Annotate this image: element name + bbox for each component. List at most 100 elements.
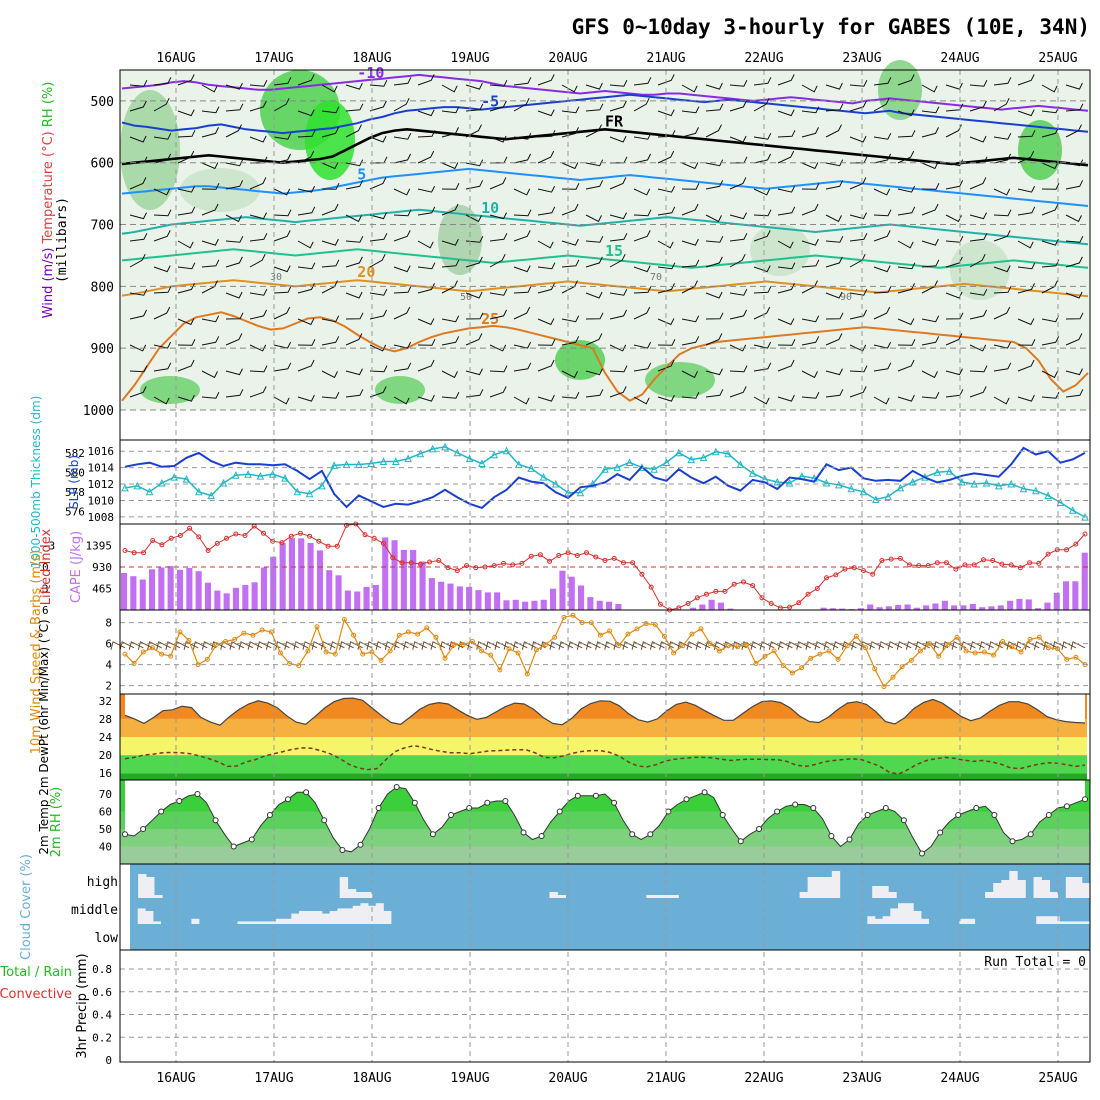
wind-barb [201,370,218,379]
cloud-cell [985,892,994,898]
thickness-point [576,488,585,497]
slp-line [124,446,1086,510]
cape-tick-label: 930 [92,561,112,574]
wind-barb [129,253,146,268]
rh-point [140,826,147,832]
rh-point [792,801,799,808]
wind-barb [537,394,555,402]
temp-tick-label: 20 [99,749,112,762]
rh-point [158,808,165,815]
wind-speed-point [323,649,329,655]
wind-barb [777,74,795,86]
rh-point [411,799,418,806]
wind-barb [393,230,411,242]
wind-speed-point [936,653,942,659]
precip-convective-label: Convective [0,987,72,1002]
wind-speed-point [835,656,841,662]
wind-barb [393,209,412,217]
wind-barb [921,106,940,114]
wind-barb [969,344,987,352]
wind-speed-point [223,639,229,644]
cape-bar [596,600,603,610]
thickness-point [834,480,843,489]
wind-barb [177,359,195,372]
wind-barb [969,253,986,268]
rh-point [484,799,491,806]
lifted-index-point [704,591,709,597]
thickness-point [1056,498,1065,506]
wind-barb [753,188,771,196]
wind-barb [537,262,556,270]
wind-barb [705,103,724,112]
lifted-index-point [639,571,645,577]
wind-barb [1041,84,1058,93]
wind-barb [225,368,243,376]
wind-speed-point [177,629,183,635]
wind-barb [561,162,579,170]
cape-bar [260,567,267,610]
lifted-index-point [999,561,1005,567]
wind-barb [201,238,219,246]
lifted-index-point [1054,547,1060,553]
wind-barb [681,84,698,93]
wind-barb [513,188,531,196]
cape-bar [223,593,230,610]
rh-point [611,799,618,806]
wind-speed-point [908,657,914,663]
temp-band [120,718,1090,737]
wind-barb [753,396,770,405]
thickness-point [268,470,277,478]
wind-barb [753,97,770,112]
wind-speed-point [817,651,823,657]
lifted-index-point [307,533,313,539]
wind-barb [225,82,243,90]
slp-tick-label: 1008 [88,511,115,524]
wind-barb [705,368,723,376]
wind-barb [897,206,916,216]
wind-barb [225,333,243,346]
wind-barb [1017,240,1034,249]
wind-barb [249,344,267,352]
cape-bar [540,599,547,610]
cape-bar [1081,552,1088,610]
cape-bar [522,601,529,610]
bottom-date-label: 25AUG [1038,1071,1077,1086]
rh-point [122,831,128,838]
wind-barb [129,386,147,398]
wind-barb [681,182,700,190]
wind-barb [897,262,916,270]
cape-bar [382,537,389,610]
lifted-index-point [630,560,636,566]
cape-bar [288,538,295,610]
isotherm-line [121,279,1089,298]
lifted-index-point [1036,560,1042,566]
wind-barb [729,386,747,398]
lifted-index-point [501,560,506,566]
wind-barb [945,82,963,90]
lifted-index-point [722,588,728,594]
wind-barb [585,256,603,268]
lifted-index-point [177,533,183,538]
wind-barb [705,333,723,346]
isotherm-line [121,208,1089,246]
cape-bar [186,567,193,610]
wind-barb [777,240,794,249]
wind-speed-point [387,648,393,654]
cloud-cell [670,895,679,898]
wind-barb [729,288,748,296]
wind-barb [249,253,266,268]
lifted-index-point [944,560,949,566]
wind-speed-point [250,632,256,638]
cloud-cell [154,895,163,898]
wind-barb [417,318,435,326]
wind-barb [801,203,819,216]
temp-tick-label: 16 [99,767,112,780]
rh-point [1009,838,1016,845]
rh-point [266,812,273,818]
cape-bar [326,570,333,610]
wind-barb [801,259,820,268]
wind-barb [897,74,915,86]
wind-barb [153,362,172,372]
wind-speed-point [149,645,155,651]
pressure-tick-label: 800 [91,280,114,295]
